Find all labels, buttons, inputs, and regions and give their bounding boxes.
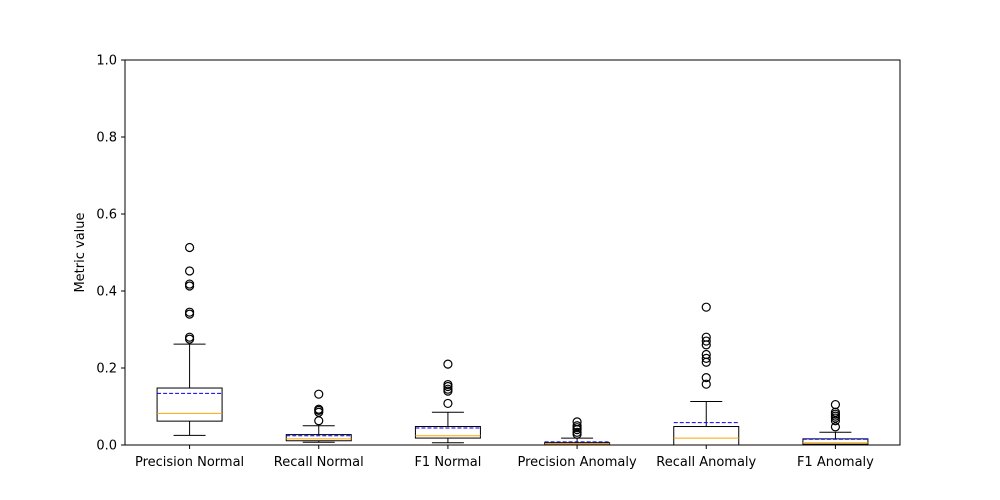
outlier-point (184, 242, 195, 253)
y-tick-label: 0.0 (96, 439, 117, 454)
outlier-point (701, 336, 711, 346)
plot-layer (156, 242, 869, 446)
outlier-point (701, 302, 711, 312)
x-tick-label: Recall Normal (274, 455, 364, 470)
outlier-point (701, 332, 711, 342)
outlier-point (572, 427, 582, 437)
axis-layer: Precision Normal Recall Normal F1 Normal Pr… (96, 54, 874, 471)
outlier-point (572, 421, 582, 431)
outlier-point (701, 353, 711, 363)
box-group-3 (414, 359, 481, 444)
outlier-point (314, 404, 324, 414)
y-axis-label: Metric value (73, 212, 88, 292)
outlier-point (443, 359, 453, 369)
y-tick-label: 0.6 (96, 208, 117, 223)
y-tick-label: 1.0 (96, 54, 117, 69)
y-tick-label: 0.2 (96, 362, 117, 377)
box-group-6 (802, 399, 869, 446)
box-group-4 (544, 417, 611, 446)
outlier-point (701, 373, 711, 383)
y-tick-label: 0.8 (96, 131, 117, 146)
box-group-1 (156, 242, 223, 436)
iqr-box (156, 387, 223, 422)
outlier-point (443, 384, 453, 394)
outlier-point (572, 417, 582, 427)
y-tick-label: 0.4 (96, 285, 117, 300)
outlier-point (830, 399, 841, 410)
iqr-box (285, 434, 352, 442)
plot-frame (124, 59, 901, 446)
outlier-point (830, 422, 841, 432)
x-tick-label: F1 Normal (414, 455, 481, 470)
iqr-box (414, 426, 481, 439)
outlier-point (701, 379, 711, 389)
x-tick-label: Recall Anomaly (656, 455, 756, 470)
box-group-2 (285, 389, 352, 443)
outlier-point (184, 266, 195, 276)
x-tick-label: Precision Anomaly (517, 455, 636, 470)
outlier-point (443, 398, 453, 409)
outlier-point (314, 389, 324, 399)
outlier-point (184, 307, 195, 317)
outlier-point (184, 332, 195, 342)
x-tick-label: Precision Normal (135, 455, 244, 470)
outlier-point (701, 349, 711, 360)
outlier-point (443, 379, 453, 390)
x-tick-label: F1 Anomaly (797, 455, 874, 470)
outlier-point (184, 279, 195, 289)
